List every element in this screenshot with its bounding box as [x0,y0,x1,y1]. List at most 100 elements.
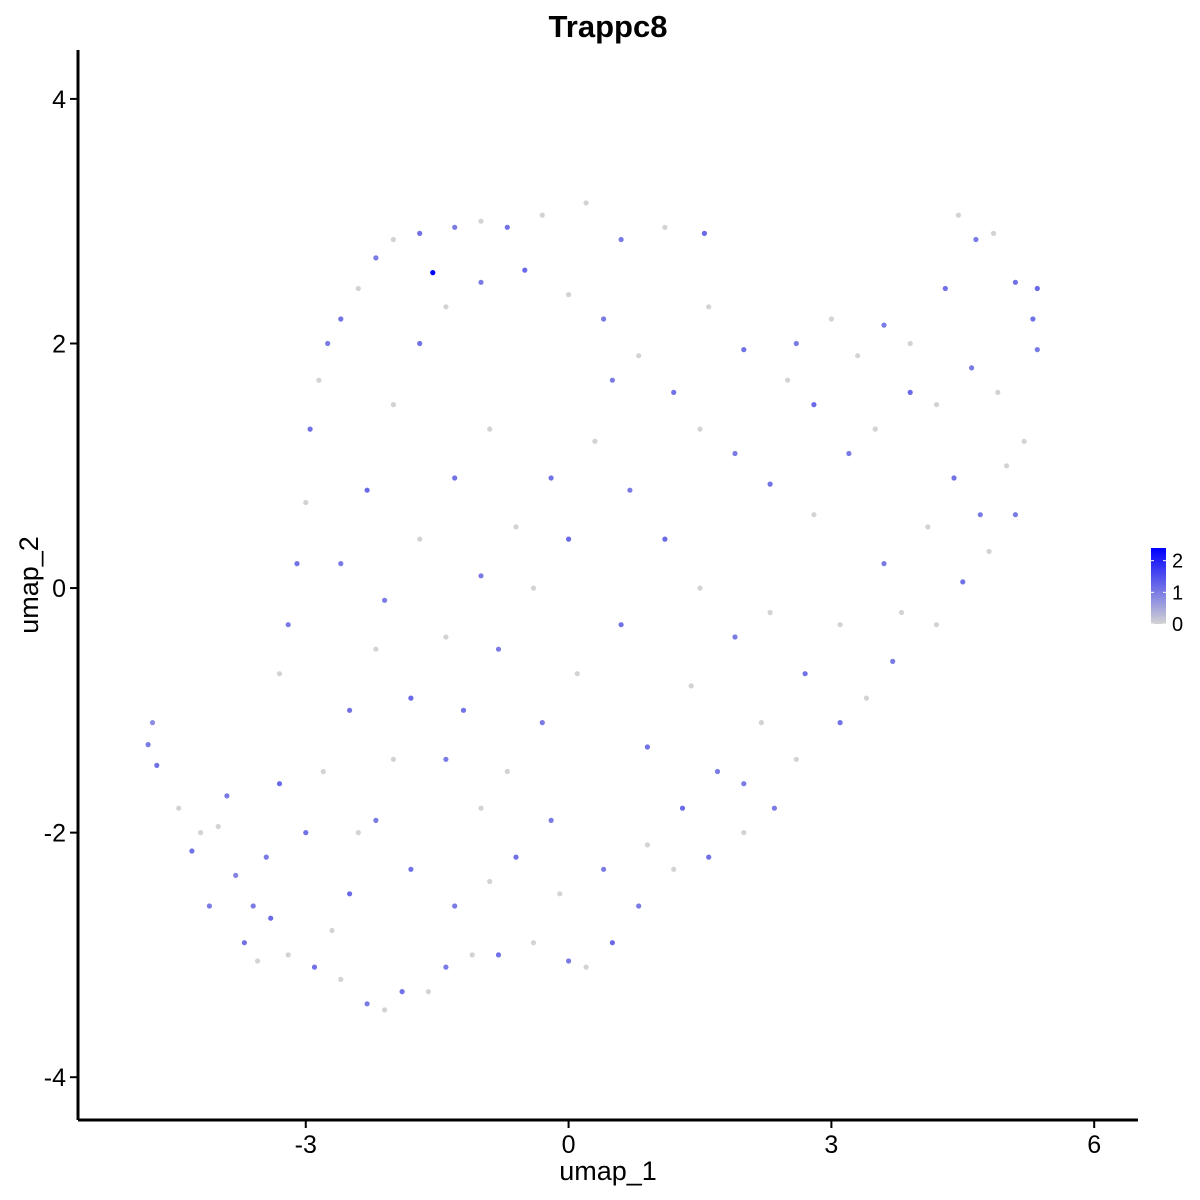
cell-point [478,805,484,811]
cell-point [443,304,449,310]
cell-point [522,267,528,273]
cell-point [679,805,686,811]
cell-point [767,609,773,616]
cell-point [566,292,572,298]
x-tick-label: 6 [1087,1131,1101,1159]
cell-point [636,903,642,909]
cell-point [574,671,580,677]
cell-point [382,1007,388,1013]
cell-point [425,989,431,995]
cell-point [294,561,300,567]
cell-point [741,781,747,787]
cell-point [382,597,388,603]
cell-point [1030,316,1036,322]
cell-point [960,579,966,585]
cell-point [539,212,545,218]
cell-point [513,854,519,860]
cell-point [530,585,537,591]
cell-point [933,622,940,628]
legend-tick-label: 0 [1172,614,1183,636]
cell-point [732,450,738,457]
cell-point [452,224,458,230]
cell-point [995,389,1001,395]
cell-point [671,389,677,395]
cell-point [771,805,778,811]
cell-point [307,426,313,432]
cell-point [732,634,738,640]
cell-point [478,218,484,224]
cell-point [373,255,379,261]
cell-point [176,805,182,811]
cell-point [697,585,703,591]
cell-point [355,830,361,836]
cell-point [855,353,861,359]
cell-point [1012,279,1019,285]
cell-point [898,609,905,616]
cell-point [241,940,247,946]
cell-point [828,316,835,322]
cell-point [583,964,589,970]
cell-point [233,872,239,879]
cell-point [373,646,379,652]
cell-point [907,340,913,347]
cell-point [977,512,983,518]
cell-point [701,230,708,236]
cell-point [452,903,458,909]
cell-point [417,536,423,542]
cell-point [802,671,808,677]
cell-point [452,475,458,481]
cell-point [268,915,274,921]
cell-point [741,347,747,353]
cell-point [706,854,712,860]
cell-point [986,548,992,555]
cell-point [811,402,817,408]
cell-point [443,756,449,762]
x-tick-label: 3 [824,1131,838,1159]
cell-point [390,756,396,762]
cell-point [338,316,344,322]
points-layer [145,200,1040,1013]
cell-point [697,426,703,432]
x-tick-label: -3 [295,1131,317,1159]
cell-point [373,817,379,824]
cell-point [487,426,493,432]
cell-point [933,402,940,408]
cell-point [320,768,326,775]
cell-point [255,958,261,964]
cell-point [609,377,616,383]
y-tick-label: -4 [44,1064,66,1092]
y-axis-ticks: -4 -2 0 2 4 [44,86,78,1092]
cell-point [364,487,370,493]
x-axis-ticks: -3 0 3 6 [295,1120,1101,1159]
cell-point [504,224,510,230]
cell-point [206,903,212,909]
cell-point [408,866,414,872]
cell-point [417,230,423,236]
chart-title: Trappc8 [549,9,668,44]
cell-point [1034,285,1040,292]
cell-point [793,340,799,347]
cell-point [955,212,962,218]
cell-point [636,353,642,359]
cell-point [347,707,353,713]
y-tick-label: 0 [52,575,66,603]
cell-point [250,903,256,909]
colorbar [1151,548,1166,624]
cell-point [145,742,151,748]
cell-point [189,848,195,854]
cell-point [495,952,502,958]
y-tick-label: 4 [52,86,66,114]
cell-point [644,842,651,848]
cell-point [969,365,975,371]
cell-point [863,695,870,701]
cell-point [714,768,721,775]
cell-point [758,720,764,726]
cell-point [469,952,475,958]
cell-point [881,561,887,567]
cell-point [1012,512,1019,518]
cell-point [530,940,537,946]
cell-point [417,340,423,347]
cell-point [627,487,633,493]
cell-point [662,224,668,230]
cell-point [671,866,677,872]
